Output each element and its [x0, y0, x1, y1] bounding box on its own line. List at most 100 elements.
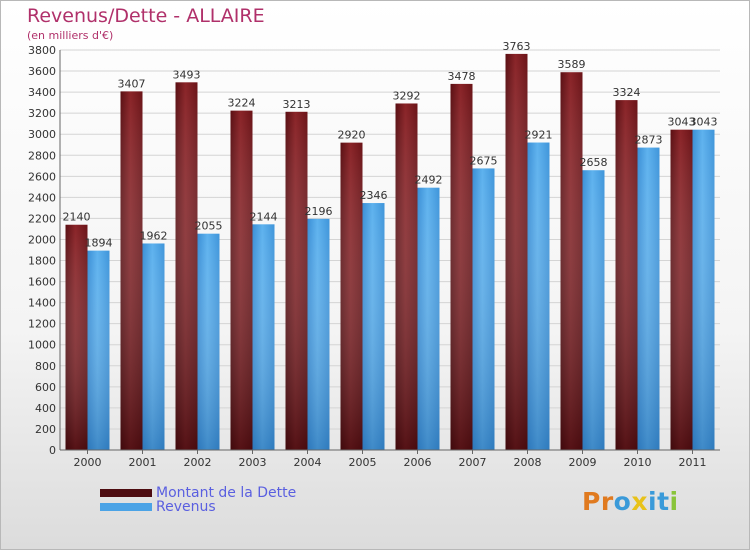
data-label: 2196 — [305, 205, 333, 218]
bar-debt-shade — [450, 83, 473, 450]
y-tick-label: 3200 — [28, 107, 56, 120]
data-label: 3493 — [173, 68, 201, 81]
bar-revenue-shade — [87, 250, 110, 450]
bar-chart: 0 200 400 600 800 1000 1200 1400 1600 1800 2000 220… — [28, 40, 720, 469]
data-label: 3324 — [613, 86, 641, 99]
y-tick-label: 400 — [35, 402, 56, 415]
data-label: 2675 — [470, 154, 498, 167]
y-tick-label: 0 — [49, 444, 56, 457]
y-tick-label: 1000 — [28, 339, 56, 352]
bar-debt-shade — [120, 91, 143, 451]
y-tick-label: 200 — [35, 423, 56, 436]
x-tick-label: 2002 — [184, 456, 212, 469]
data-label: 3292 — [393, 89, 421, 102]
chart-title: Revenus/Dette - ALLAIRE — [27, 5, 265, 27]
legend-swatch-debt — [100, 489, 152, 497]
data-label: 2873 — [635, 134, 663, 147]
data-label: 3213 — [283, 98, 311, 111]
logo-letter: o — [613, 487, 632, 516]
x-tick-label: 2004 — [294, 456, 322, 469]
y-tick-label: 1400 — [28, 297, 56, 310]
y-tick-label: 2800 — [28, 149, 56, 162]
bar-revenue-shade — [197, 233, 220, 450]
x-tick-label: 2003 — [239, 456, 267, 469]
bar-debt-shade — [285, 111, 308, 450]
bar-revenue-shade — [527, 142, 550, 451]
proxiti-logo: Proxiti — [582, 487, 679, 516]
grid-lines — [60, 49, 720, 451]
bar-revenue-shade — [637, 147, 660, 450]
data-label: 1894 — [85, 237, 113, 250]
bar-revenue-shade — [142, 243, 165, 450]
logo-letter: i — [648, 487, 658, 516]
data-label: 3043 — [690, 116, 718, 129]
data-label: 2658 — [580, 156, 608, 169]
data-label: 2492 — [415, 174, 443, 187]
data-labels: 2140 1894 3407 1962 3493 2055 3224 2144 3213 2196… — [63, 40, 718, 250]
bars — [65, 53, 715, 451]
x-tick-label: 2006 — [404, 456, 432, 469]
bar-revenue-shade — [252, 224, 275, 450]
x-axis: 2000 2001 2002 2003 2004 2005 2006 2007 2008 2009… — [60, 449, 720, 469]
bar-revenue-shade — [362, 203, 385, 450]
data-label: 3407 — [118, 77, 146, 90]
bar-debt-shade — [615, 100, 638, 451]
y-tick-label: 600 — [35, 381, 56, 394]
x-tick-label: 2005 — [349, 456, 377, 469]
y-tick-label: 1800 — [28, 255, 56, 268]
bar-debt-shade — [230, 110, 253, 450]
logo-letter: t — [657, 487, 670, 516]
y-tick-label: 2200 — [28, 212, 56, 225]
logo-letter: r — [600, 487, 614, 516]
y-tick-label: 3800 — [28, 44, 56, 57]
data-label: 2921 — [525, 129, 553, 142]
bar-revenue-shade — [582, 170, 605, 451]
y-tick-label: 3400 — [28, 86, 56, 99]
data-label: 3043 — [668, 116, 696, 129]
bar-debt-shade — [395, 103, 418, 450]
logo-letter: i — [669, 487, 679, 516]
x-tick-label: 2001 — [129, 456, 157, 469]
y-tick-label: 2600 — [28, 170, 56, 183]
bar-debt-shade — [560, 72, 583, 451]
bar-revenue-shade — [307, 218, 330, 450]
bar-debt-shade — [175, 82, 198, 450]
y-tick-label: 3600 — [28, 65, 56, 78]
legend-label-debt: Montant de la Dette — [156, 485, 297, 501]
data-label: 1962 — [140, 229, 168, 242]
data-label: 2920 — [338, 129, 366, 142]
data-label: 3224 — [228, 97, 256, 110]
data-label: 3763 — [503, 40, 531, 53]
bar-revenue-shade — [472, 168, 495, 450]
x-tick-label: 2009 — [569, 456, 597, 469]
logo-letter: x — [631, 487, 648, 516]
bar-debt-shade — [670, 129, 693, 450]
data-label: 2140 — [63, 211, 91, 224]
bar-debt-shade — [65, 224, 88, 450]
y-tick-label: 3000 — [28, 128, 56, 141]
x-tick-label: 2011 — [679, 456, 707, 469]
bar-debt-shade — [505, 53, 528, 450]
y-tick-label: 2400 — [28, 191, 56, 204]
logo-letter: P — [582, 487, 601, 516]
x-tick-label: 2007 — [459, 456, 487, 469]
legend-swatch-revenue — [100, 503, 152, 511]
data-label: 2144 — [250, 210, 278, 223]
x-tick-label: 2000 — [74, 456, 102, 469]
x-tick-label: 2008 — [514, 456, 542, 469]
data-label: 2055 — [195, 220, 223, 233]
bar-revenue-shade — [692, 129, 715, 450]
y-tick-label: 2000 — [28, 233, 56, 246]
y-tick-label: 1200 — [28, 318, 56, 331]
bar-revenue-shade — [417, 187, 440, 450]
bar-debt-shade — [340, 142, 363, 450]
y-tick-label: 1600 — [28, 276, 56, 289]
y-tick-label: 800 — [35, 360, 56, 373]
chart-subtitle: (en milliers d'€) — [27, 29, 114, 42]
x-tick-label: 2010 — [624, 456, 652, 469]
data-label: 3589 — [558, 58, 586, 71]
legend-label-revenue: Revenus — [156, 499, 216, 515]
data-label: 3478 — [448, 70, 476, 83]
data-label: 2346 — [360, 189, 388, 202]
y-axis: 0 200 400 600 800 1000 1200 1400 1600 1800 2000 220… — [28, 44, 61, 457]
